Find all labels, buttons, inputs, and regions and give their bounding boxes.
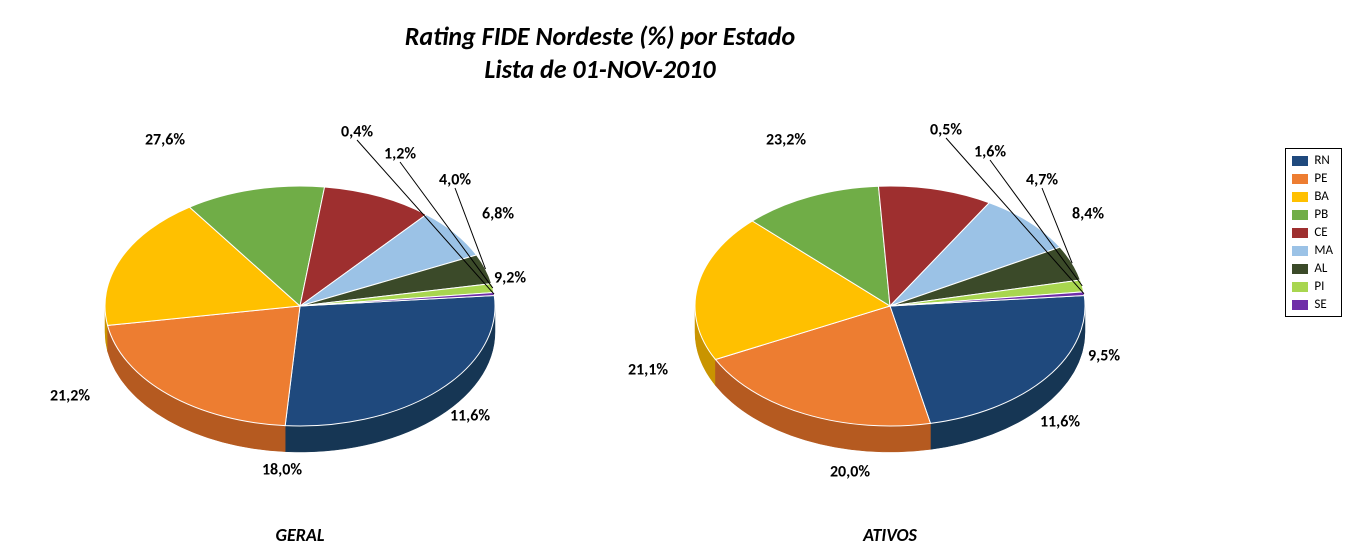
legend-swatch [1292, 210, 1308, 220]
legend-swatch [1292, 228, 1308, 238]
slice-label: 11,6% [1040, 413, 1080, 432]
pie-chart-ativos [0, 0, 1352, 556]
slice-label: 0,5% [930, 121, 962, 140]
legend-label: PB [1314, 207, 1328, 222]
legend-label: SE [1314, 297, 1326, 312]
legend-item: CE [1292, 225, 1333, 240]
slice-label: 20,0% [830, 463, 870, 482]
legend-swatch [1292, 246, 1308, 256]
legend-item: PI [1292, 279, 1333, 294]
slice-label: 8,4% [1072, 205, 1104, 224]
legend-label: RN [1314, 153, 1329, 168]
legend-item: RN [1292, 153, 1333, 168]
legend-swatch [1292, 300, 1308, 310]
legend-item: PB [1292, 207, 1333, 222]
legend-label: PE [1314, 171, 1327, 186]
legend-swatch [1292, 192, 1308, 202]
legend-item: BA [1292, 189, 1333, 204]
slice-label: 21,1% [628, 361, 668, 380]
legend-label: CE [1314, 225, 1327, 240]
legend-item: AL [1292, 261, 1333, 276]
slice-label: 1,6% [974, 143, 1006, 162]
legend-label: AL [1314, 261, 1327, 276]
legend-item: PE [1292, 171, 1333, 186]
slice-label: 9,5% [1088, 347, 1120, 366]
legend-swatch [1292, 282, 1308, 292]
legend: RN PE BA PB CE MA AL PI SE [1285, 148, 1342, 317]
legend-label: PI [1314, 279, 1324, 294]
legend-label: MA [1314, 243, 1333, 258]
legend-swatch [1292, 174, 1308, 184]
legend-swatch [1292, 156, 1308, 166]
slice-label: 23,2% [766, 131, 806, 150]
legend-label: BA [1314, 189, 1328, 204]
slice-label: 4,7% [1026, 171, 1058, 190]
chart-caption: ATIVOS [863, 524, 917, 546]
legend-item: SE [1292, 297, 1333, 312]
legend-swatch [1292, 264, 1308, 274]
legend-item: MA [1292, 243, 1333, 258]
